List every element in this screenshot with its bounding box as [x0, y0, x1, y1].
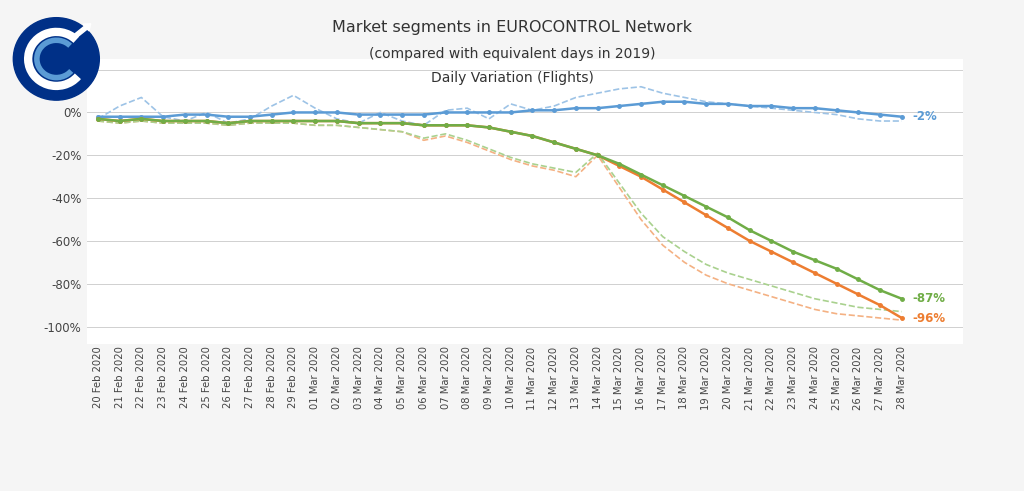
Text: -87%: -87%: [912, 292, 945, 305]
Text: Daily Variation (Flights): Daily Variation (Flights): [430, 71, 594, 85]
FancyArrow shape: [73, 24, 91, 39]
Text: Market segments in EUROCONTROL Network: Market segments in EUROCONTROL Network: [332, 20, 692, 35]
Text: -2%: -2%: [912, 110, 937, 123]
Text: (compared with equivalent days in 2019): (compared with equivalent days in 2019): [369, 47, 655, 61]
Circle shape: [13, 18, 99, 100]
Text: -96%: -96%: [912, 311, 946, 325]
